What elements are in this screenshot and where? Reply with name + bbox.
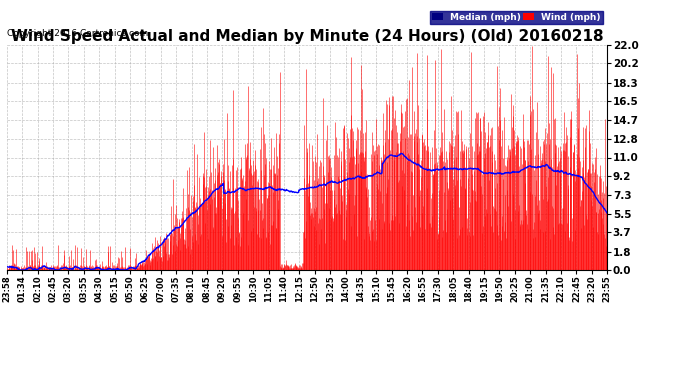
Legend: Median (mph), Wind (mph): Median (mph), Wind (mph) <box>430 11 602 24</box>
Text: Copyright 2016 Cartronics.com: Copyright 2016 Cartronics.com <box>7 29 148 38</box>
Title: Wind Speed Actual and Median by Minute (24 Hours) (Old) 20160218: Wind Speed Actual and Median by Minute (… <box>11 29 603 44</box>
